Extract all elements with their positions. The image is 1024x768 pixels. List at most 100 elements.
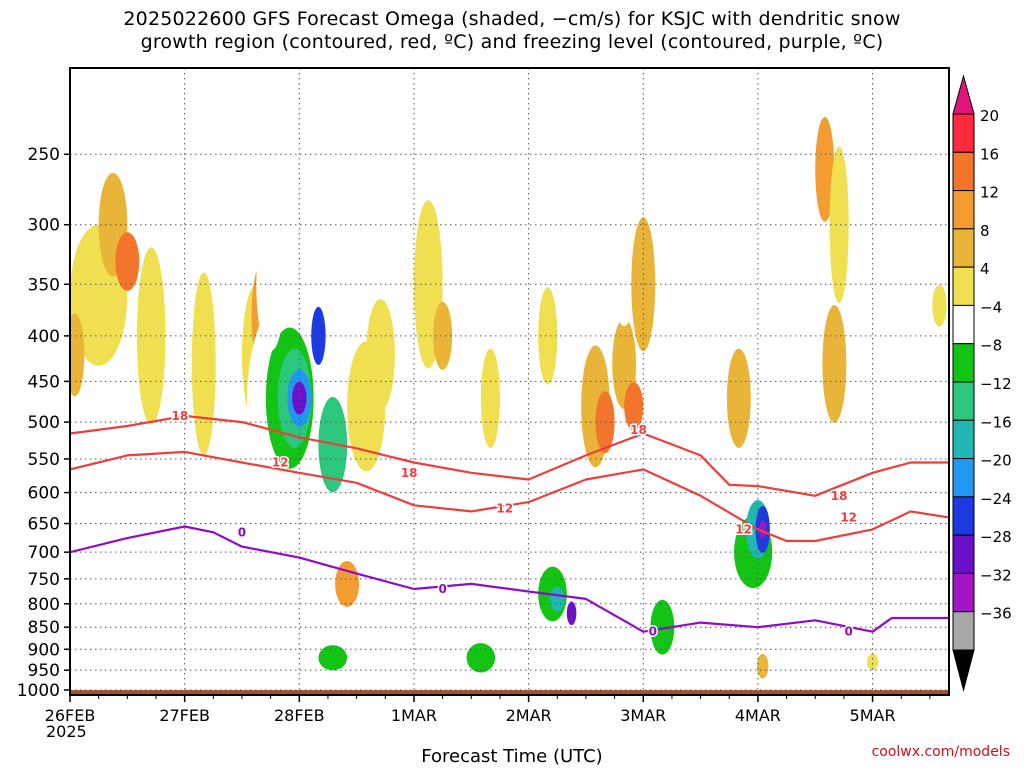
omega-cell [480,348,500,448]
colorbar-label: −32 [980,566,1012,584]
contour-label: 0 [238,525,246,539]
x-tick-label: 2MAR [506,706,552,725]
contour-label: 0 [844,625,852,639]
omega-cell [815,117,835,222]
y-tick-label: 500 [28,413,60,433]
colorbar-swatch [952,611,975,651]
colorbar-swatch [952,572,975,613]
y-tick-label: 750 [28,570,60,590]
contour-0 [70,525,949,633]
colorbar-bottom-arrow [952,649,975,692]
y-tick-label: 250 [28,145,60,165]
contour--18 [70,414,949,497]
omega-cell [650,599,675,655]
omega-cell [829,146,849,304]
contour-lines [70,414,949,633]
contour-label: 0 [649,625,657,639]
omega-cell [318,645,348,671]
contour-label: 12 [840,511,857,525]
y-tick-label: 800 [28,595,60,615]
x-tick-label: 4MAR [735,706,781,725]
contour-label: 12 [272,455,289,469]
x-axis-title: Forecast Time (UTC) [421,746,603,767]
colorbar-label: 8 [980,222,990,240]
omega-cell [624,382,644,431]
omega-cell [726,348,751,448]
colorbar-swatch [952,534,975,574]
y-tick-label: 300 [28,216,60,236]
omega-cell [311,306,326,365]
contour-label: 18 [831,489,848,503]
omega-cell [115,232,140,291]
y-tick-label: 550 [28,450,60,470]
colorbar-label: −36 [980,605,1012,623]
omega-cell [191,272,216,456]
omega-cell [822,304,847,423]
y-tick-label: 450 [28,372,60,392]
colorbar-label: −28 [980,528,1012,546]
y-tick-label: 700 [28,543,60,563]
colorbar-swatch [952,343,975,383]
contour-label: 12 [496,501,513,515]
title-line-1: 2025022600 GFS Forecast Omega (shaded, −… [123,8,901,30]
colorbar-label: −16 [980,413,1012,431]
y-axis: 2503003504004505005506006507007508008509… [17,145,70,701]
x-tick-label: 1MAR [391,706,437,725]
y-tick-label: 850 [28,618,60,638]
omega-cell [366,299,395,411]
colorbar-label: 20 [980,107,999,125]
x-axis: 26FEB 27FEB 28FEB 1MAR 2MAR 3MAR 4MAR 5MAR [45,695,931,725]
y-tick-label: 1000 [17,681,60,701]
y-tick-label: 350 [28,275,60,295]
colorbar-swatch [952,304,975,345]
colorbar-label: −20 [980,452,1012,470]
omega-cell [433,301,453,370]
omega-shading [70,68,947,679]
y-tick-label: 900 [28,640,60,660]
omega-cell [756,653,769,679]
colorbar-swatch [952,458,975,498]
colorbar-label: −12 [980,375,1012,393]
colorbar-label: 16 [980,145,999,163]
colorbar-label: 4 [980,260,990,278]
omega-cell [495,200,524,369]
colorbar-swatch [952,266,975,306]
x-year-label: 2025 [46,722,87,741]
colorbar-swatch [952,113,975,153]
x-tick-label: 5MAR [850,706,896,725]
y-tick-label: 400 [28,327,60,347]
colorbar-swatch [952,419,975,460]
colorbar-swatch [952,151,975,192]
x-tick-label: 26FEB [45,706,96,725]
omega-cell [932,284,947,327]
title-line-2: growth region (contoured, red, ºC) and f… [140,31,884,53]
omega-cell [70,313,85,397]
contour-label: 18 [630,423,647,437]
omega-cell [550,586,565,612]
y-tick-label: 650 [28,515,60,535]
colorbar-swatch [952,190,975,230]
x-tick-label: 27FEB [159,706,210,725]
colorbar-swatch [952,381,975,421]
colorbar-swatch [952,228,975,268]
colorbar-label: −8 [980,337,1002,355]
omega-cell [538,287,558,385]
y-tick-label: 600 [28,484,60,504]
omega-cell [466,643,496,673]
omega-cell [657,68,696,188]
contour-label: 12 [735,522,752,536]
colorbar-label: 12 [980,184,999,202]
colorbar-label: −4 [980,298,1002,316]
chart-title: 2025022600 GFS Forecast Omega (shaded, −… [0,8,1024,54]
y-tick-label: 950 [28,661,60,681]
x-tick-label: 28FEB [274,706,325,725]
contour--12 [70,450,949,543]
contour-label: 0 [438,582,446,596]
colorbar: 20 16 12 8 4 −4 −8 −12 −16 −20 −24 −28 −32 −36 [952,74,1012,692]
x-tick-label: 3MAR [620,706,666,725]
contour-label: 18 [172,409,189,423]
omega-cell [566,601,577,626]
contour-label: 18 [401,466,418,480]
contour-labels: 18 0 12 18 0 12 18 0 12 18 12 0 [170,407,859,640]
